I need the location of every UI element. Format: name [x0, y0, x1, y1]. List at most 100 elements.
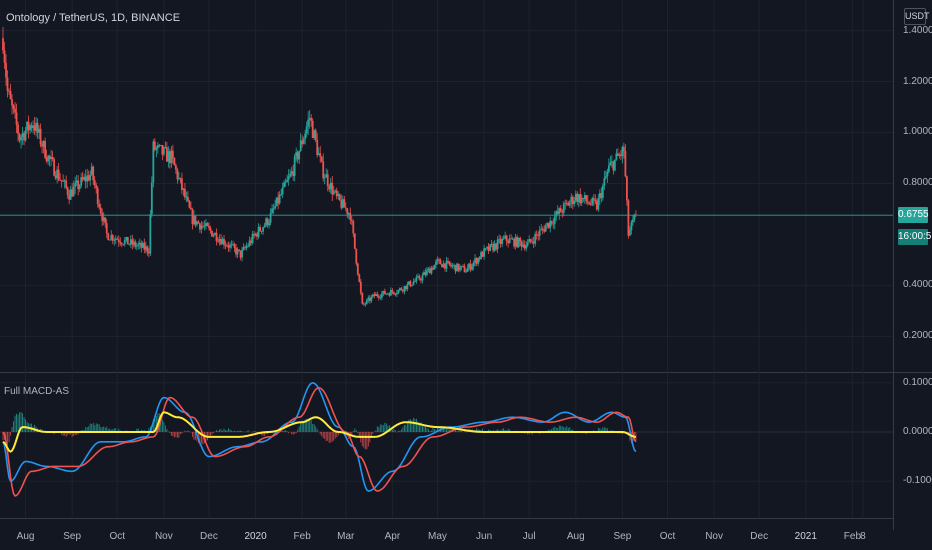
- candle-body: [323, 177, 326, 179]
- candle-body: [302, 139, 305, 144]
- candle-body: [191, 209, 194, 225]
- candle-body: [334, 190, 337, 192]
- candle-body: [337, 194, 340, 197]
- candle-body: [349, 213, 352, 220]
- candle-body: [601, 185, 604, 198]
- candle-body: [385, 293, 388, 295]
- candle-body: [176, 169, 179, 180]
- candle-body: [149, 214, 152, 254]
- candle-body: [15, 112, 18, 125]
- candle-body: [550, 220, 553, 224]
- candle-body: [597, 198, 600, 210]
- candle-body: [567, 203, 570, 206]
- candle-body: [377, 296, 380, 298]
- candle-body: [534, 234, 537, 244]
- candle-body: [174, 165, 177, 170]
- candle-body: [403, 285, 406, 292]
- candle-body: [362, 303, 365, 305]
- candle-body: [350, 219, 353, 222]
- candle-body: [295, 152, 298, 157]
- candle-body: [379, 297, 382, 299]
- candle-body: [414, 281, 416, 282]
- candle-body: [541, 228, 544, 230]
- candle-body: [510, 238, 513, 240]
- candle-body: [98, 204, 101, 208]
- candle-body: [532, 241, 535, 244]
- candle-body: [203, 226, 206, 227]
- candle-body: [514, 236, 517, 247]
- candle-body: [633, 214, 636, 220]
- candle-body: [486, 246, 488, 249]
- candle-body: [247, 245, 249, 247]
- candle-body: [471, 266, 473, 270]
- candle-body: [612, 161, 615, 171]
- candle-body: [588, 202, 591, 205]
- indicator-title[interactable]: Full MACD-AS: [4, 386, 70, 397]
- candle-body: [423, 272, 425, 276]
- candle-body: [168, 151, 171, 164]
- candle-body: [361, 292, 364, 304]
- candle-body: [66, 187, 69, 195]
- candle-body: [26, 121, 28, 131]
- candle-body: [72, 186, 75, 197]
- candle-body: [430, 267, 433, 274]
- candle-body: [627, 200, 630, 236]
- candle-body: [304, 133, 307, 140]
- time-tick-label: Apr: [384, 531, 401, 542]
- candle-body: [392, 292, 395, 294]
- candle-body: [370, 296, 373, 301]
- currency-badge[interactable]: USDT: [904, 8, 930, 25]
- candle-body: [125, 237, 128, 240]
- candle-body: [538, 230, 541, 236]
- candle-body: [140, 242, 143, 248]
- candle-body: [96, 188, 99, 205]
- candle-body: [236, 249, 239, 255]
- candle-body: [224, 244, 227, 246]
- candle-body: [254, 233, 257, 236]
- candle-body: [206, 223, 209, 226]
- candle-body: [496, 239, 499, 250]
- candle-body: [553, 216, 556, 224]
- candle-body: [12, 105, 15, 109]
- candle-body: [194, 215, 197, 225]
- symbol-title[interactable]: Ontology / TetherUS, 1D, BINANCE: [6, 12, 181, 24]
- candle-body: [23, 133, 25, 141]
- candle-body: [196, 221, 198, 225]
- candle-body: [478, 257, 481, 260]
- candle-body: [462, 265, 464, 267]
- candle-body: [122, 244, 125, 245]
- candle-body: [558, 208, 561, 214]
- candle-body: [552, 223, 555, 225]
- candle-body: [477, 257, 479, 264]
- candle-body: [589, 204, 592, 206]
- candle-body: [75, 180, 78, 183]
- time-tick-label: Mar: [337, 531, 355, 542]
- candle-body: [475, 258, 478, 264]
- candle-body: [426, 270, 428, 275]
- candle-body: [101, 213, 104, 222]
- candle-body: [322, 161, 325, 179]
- candle-body: [6, 77, 9, 91]
- candle-body: [489, 244, 491, 251]
- candle-body: [382, 290, 385, 294]
- candle-body: [248, 240, 251, 246]
- candle-body: [528, 239, 531, 243]
- candle-body: [472, 262, 475, 267]
- time-tick-label: 2020: [244, 531, 267, 542]
- candle-body: [420, 279, 422, 281]
- candle-body: [36, 122, 39, 133]
- candle-body: [305, 126, 308, 134]
- candle-body: [483, 248, 485, 257]
- candle-body: [421, 275, 424, 281]
- candle-body: [493, 243, 496, 251]
- candle-body: [400, 288, 403, 291]
- candle-body: [144, 246, 147, 250]
- candle-body: [217, 240, 219, 242]
- time-tick-label: Nov: [154, 531, 173, 542]
- candle-body: [331, 182, 334, 195]
- candle-body: [311, 120, 314, 139]
- candle-body: [402, 290, 404, 292]
- yellow-line: [2, 411, 636, 453]
- candle-body: [280, 194, 283, 195]
